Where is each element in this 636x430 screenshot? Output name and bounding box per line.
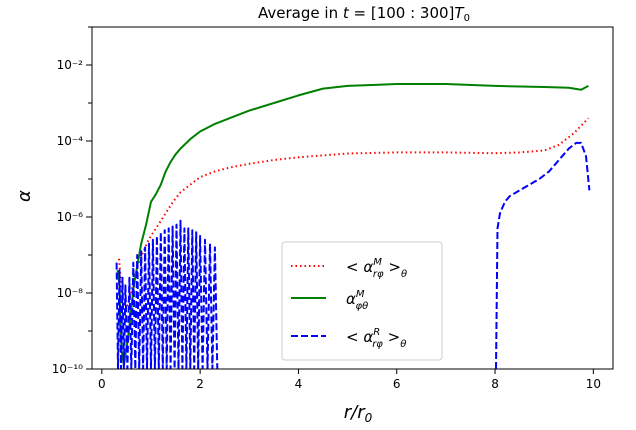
- x-tick-label: 2: [196, 377, 204, 391]
- x-axis: 0 2 4 6 8 10: [98, 369, 601, 391]
- chart-title: Average in t = [100 : 300]T0: [258, 4, 470, 24]
- legend-box: [281, 241, 443, 361]
- title-prefix: Average in: [258, 4, 343, 22]
- y-axis-title: α: [14, 190, 35, 202]
- x-tick-label: 0: [98, 377, 106, 391]
- series-layer: [115, 83, 591, 369]
- plot-frame: [91, 26, 614, 370]
- x-axis-title-num: r/r: [344, 402, 366, 423]
- legend-label-green: αM φθ: [346, 289, 368, 312]
- y-tick-label: 10⁻⁸: [57, 286, 84, 300]
- x-axis-title-sub: 0: [365, 411, 373, 425]
- x-tick-label: 6: [393, 377, 401, 391]
- legend-label-red: < αM rφ >θ: [346, 257, 407, 280]
- y-axis: 10⁻¹⁰ 10⁻⁸ 10⁻⁶ 10⁻⁴ 10⁻²: [52, 26, 92, 376]
- series-line-dashed-part-2: [495, 141, 591, 369]
- y-tick-label: 10⁻⁴: [57, 134, 84, 148]
- x-tick-label: 8: [491, 377, 499, 391]
- legend: < αM rφ >θ αM φθ < αR rφ >θ: [281, 241, 443, 361]
- title-unit-sub: 0: [464, 13, 470, 24]
- x-tick-label: 4: [295, 377, 303, 391]
- series-line-dashed-part-1: [115, 219, 219, 369]
- y-tick-label: 10⁻¹⁰: [52, 362, 83, 376]
- y-tick-label: 10⁻⁶: [57, 210, 84, 224]
- series-line-dotted: [118, 117, 590, 317]
- title-var: t: [343, 4, 350, 22]
- title-range: = [100 : 300]: [349, 4, 455, 22]
- x-axis-title: r/r0: [344, 402, 373, 425]
- legend-label-blue: < αR rφ >θ: [346, 327, 406, 350]
- x-tick-label: 10: [586, 377, 601, 391]
- title-unit: T: [454, 4, 465, 22]
- y-tick-label: 10⁻²: [57, 58, 84, 72]
